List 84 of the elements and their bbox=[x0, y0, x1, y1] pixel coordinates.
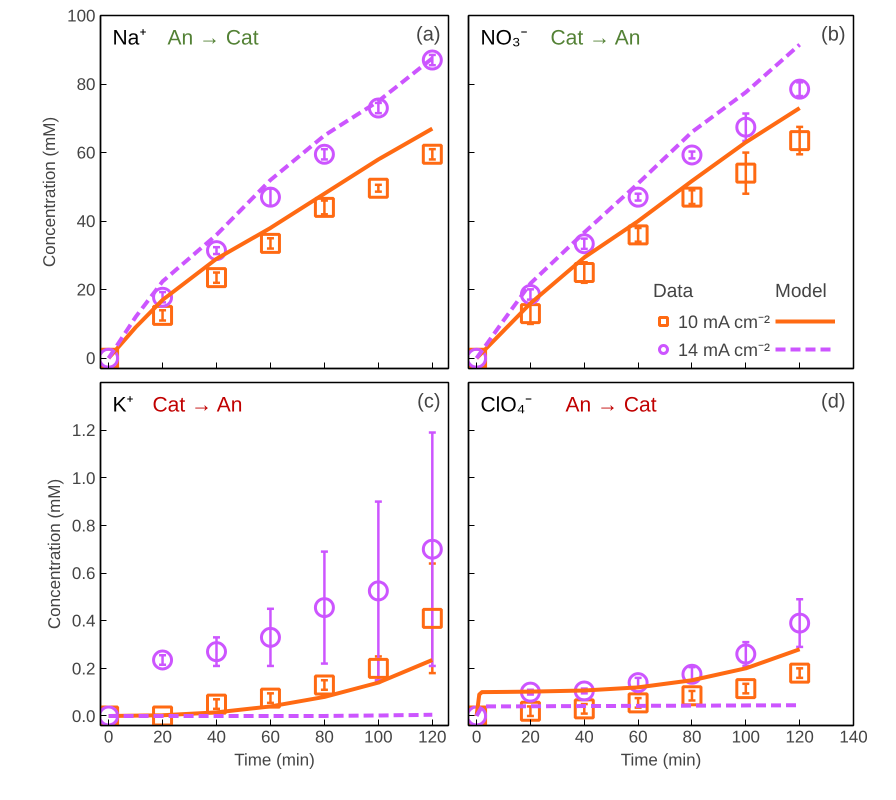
point bbox=[206, 641, 227, 662]
x-tick-label: 80 bbox=[314, 728, 334, 746]
y-tick-label: 40 bbox=[76, 212, 96, 232]
point bbox=[681, 144, 702, 166]
point bbox=[789, 78, 810, 100]
y-tick-label: 0.6 bbox=[72, 564, 96, 584]
annotation: Model bbox=[775, 281, 828, 303]
text: ClO₄⁻ bbox=[480, 394, 532, 416]
point bbox=[735, 678, 756, 700]
x-tick-label: 120 bbox=[418, 728, 447, 746]
point bbox=[789, 612, 810, 634]
point bbox=[368, 178, 389, 199]
y-tick-label: 1.2 bbox=[72, 421, 96, 440]
point bbox=[368, 98, 389, 119]
point bbox=[260, 186, 281, 208]
point bbox=[368, 658, 389, 679]
text: An → Cat bbox=[566, 394, 657, 416]
x-tick-label: 100 bbox=[732, 728, 760, 746]
point bbox=[260, 688, 281, 709]
text: An → Cat bbox=[168, 26, 259, 50]
annotation: Data bbox=[653, 281, 694, 303]
annotation: (b) bbox=[821, 24, 846, 46]
y-tick-label: 60 bbox=[76, 144, 96, 163]
x-tick-label: 140 bbox=[839, 728, 868, 746]
point bbox=[789, 130, 810, 152]
point bbox=[628, 186, 649, 208]
point bbox=[206, 267, 227, 288]
annotation: (c) bbox=[417, 390, 441, 412]
x-tick-label: 0 bbox=[104, 728, 114, 746]
y-tick-label: 0.2 bbox=[72, 659, 96, 678]
text: K⁺ bbox=[112, 394, 134, 416]
point bbox=[735, 162, 756, 184]
point bbox=[422, 144, 443, 165]
y-tick-label: 80 bbox=[76, 75, 96, 94]
annotation: (a) bbox=[416, 24, 441, 46]
annotation: (d) bbox=[821, 390, 846, 412]
y-tick-label: 0.4 bbox=[72, 612, 96, 631]
y-tick-label: 0.0 bbox=[72, 706, 96, 726]
x-tick-label: 40 bbox=[574, 728, 594, 746]
point bbox=[314, 196, 335, 218]
y-tick-label: 0 bbox=[86, 349, 96, 368]
x-axis-title: Time (min) bbox=[620, 750, 702, 770]
point bbox=[681, 186, 702, 208]
x-tick-label: 120 bbox=[785, 728, 814, 746]
text: Cat → An bbox=[152, 394, 242, 416]
text: Na⁺ bbox=[112, 26, 146, 50]
y-axis-title: Concentration (mM) bbox=[44, 478, 64, 630]
y-tick-label: 100 bbox=[67, 6, 96, 26]
point bbox=[314, 674, 335, 696]
x-tick-label: 60 bbox=[261, 728, 280, 746]
y-axis-title: Concentration (mM) bbox=[40, 116, 60, 268]
point bbox=[422, 538, 443, 560]
point bbox=[422, 50, 443, 71]
legend-label: 10 mA cm⁻² bbox=[678, 311, 770, 333]
x-tick-label: 80 bbox=[682, 728, 702, 746]
legend-label: 14 mA cm⁻² bbox=[678, 339, 770, 361]
point bbox=[735, 644, 756, 665]
y-tick-label: 20 bbox=[76, 280, 96, 300]
point bbox=[368, 580, 389, 602]
y-tick-label: 0.8 bbox=[72, 516, 96, 536]
point bbox=[260, 232, 281, 254]
x-tick-label: 20 bbox=[520, 728, 540, 746]
point bbox=[574, 262, 595, 284]
point bbox=[628, 224, 649, 246]
point bbox=[314, 597, 335, 618]
text: Cat → An bbox=[550, 26, 640, 50]
point bbox=[789, 662, 810, 684]
point bbox=[520, 303, 541, 324]
text: NO₃⁻ bbox=[480, 26, 528, 50]
point bbox=[574, 233, 595, 254]
x-tick-label: 60 bbox=[628, 728, 648, 746]
point bbox=[628, 692, 649, 714]
point bbox=[735, 116, 756, 138]
point bbox=[152, 650, 174, 670]
point bbox=[260, 626, 281, 648]
point bbox=[314, 144, 335, 165]
point bbox=[422, 608, 443, 629]
y-tick-label: 1.0 bbox=[72, 468, 96, 488]
point bbox=[206, 694, 227, 715]
x-tick-label: 40 bbox=[207, 728, 226, 746]
x-tick-label: 20 bbox=[153, 728, 172, 746]
x-axis-title: Time (min) bbox=[234, 750, 315, 770]
x-tick-label: 0 bbox=[472, 728, 482, 746]
x-tick-label: 100 bbox=[364, 728, 393, 746]
